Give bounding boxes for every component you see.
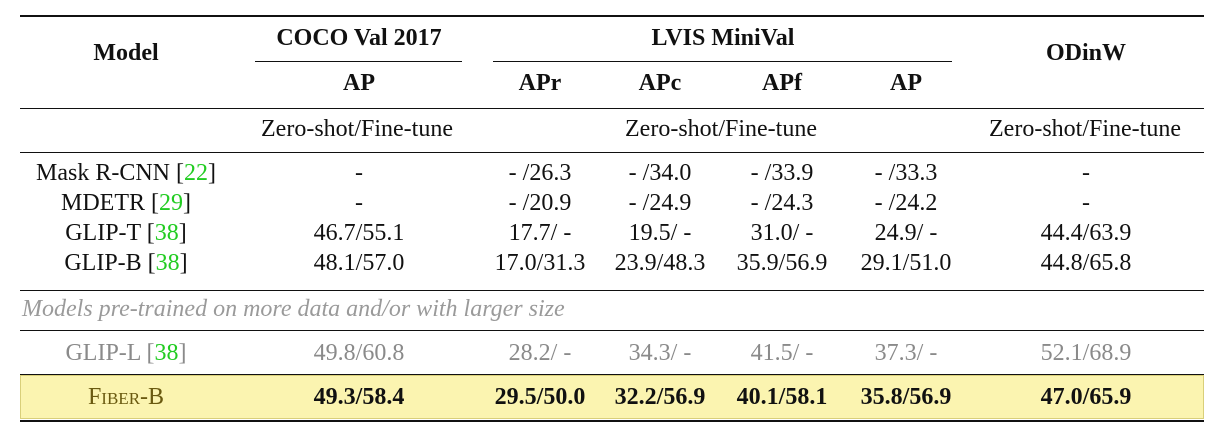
data-rule	[20, 290, 1204, 291]
cell-ap: - /33.3	[874, 160, 938, 186]
cell-apr: 28.2/ -	[508, 340, 572, 366]
cell-coco: 49.8/60.8	[313, 340, 405, 366]
cell-ap: - /24.2	[874, 190, 938, 216]
cell-coco: -	[355, 160, 363, 186]
citation-link[interactable]: 22	[184, 160, 209, 186]
header-coco-ap: AP	[343, 70, 375, 96]
header-odinw: ODinW	[1045, 40, 1127, 66]
cell-coco: 49.3/58.4	[313, 384, 405, 410]
cell-ap: 35.8/56.9	[860, 384, 952, 410]
header-lvis-apr: APr	[518, 70, 562, 96]
header-lvis-apc: APc	[638, 70, 682, 96]
cell-odinw: 47.0/65.9	[1040, 384, 1132, 410]
cell-odinw: -	[1082, 190, 1090, 216]
large-rule	[20, 374, 1204, 375]
cell-coco: 48.1/57.0	[313, 250, 405, 276]
coco-underline	[255, 61, 462, 62]
note-rule	[20, 330, 1204, 331]
cell-coco: -	[355, 190, 363, 216]
header-rule	[20, 108, 1204, 109]
cell-apf: 40.1/58.1	[736, 384, 828, 410]
cell-apf: 41.5/ -	[750, 340, 814, 366]
header-model: Model	[93, 40, 159, 66]
cell-apr: - /26.3	[508, 160, 572, 186]
citation-link[interactable]: 38	[155, 250, 180, 276]
cell-ap: 29.1/51.0	[860, 250, 952, 276]
cell-odinw: 44.4/63.9	[1040, 220, 1132, 246]
lvis-underline	[493, 61, 952, 62]
cell-apr: 29.5/50.0	[494, 384, 586, 410]
cell-ap: 37.3/ -	[874, 340, 938, 366]
row-model: GLIP-B [38]	[64, 250, 188, 276]
bottom-rule	[20, 420, 1204, 422]
cell-apf: 35.9/56.9	[736, 250, 828, 276]
citation-link[interactable]: 38	[154, 340, 179, 366]
row-model: Fiber-B	[87, 384, 165, 410]
header-coco: COCO Val 2017	[276, 25, 442, 51]
citation-link[interactable]: 38	[154, 220, 179, 246]
ours-highlight	[20, 375, 1204, 419]
cell-apr: - /20.9	[508, 190, 572, 216]
top-rule	[20, 15, 1204, 17]
cell-apf: 31.0/ -	[750, 220, 814, 246]
cell-coco: 46.7/55.1	[313, 220, 405, 246]
setting-coco: Zero-shot/Fine-tune	[261, 116, 453, 142]
cell-ap: 24.9/ -	[874, 220, 938, 246]
row-model: GLIP-L [38]	[65, 340, 187, 366]
citation-link[interactable]: 29	[159, 190, 183, 216]
cell-apr: 17.7/ -	[508, 220, 572, 246]
header-lvis-ap: AP	[890, 70, 922, 96]
row-model: GLIP-T [38]	[65, 220, 187, 246]
header-lvis: LVIS MiniVal	[651, 25, 795, 51]
row-model: Mask R-CNN [22]	[35, 160, 217, 186]
cell-apc: - /34.0	[628, 160, 692, 186]
cell-odinw: -	[1082, 160, 1090, 186]
cell-apr: 17.0/31.3	[494, 250, 586, 276]
cell-apf: - /33.9	[750, 160, 814, 186]
cell-apf: - /24.3	[750, 190, 814, 216]
setting-lvis: Zero-shot/Fine-tune	[625, 116, 817, 142]
cell-odinw: 44.8/65.8	[1040, 250, 1132, 276]
setting-odinw: Zero-shot/Fine-tune	[989, 116, 1181, 142]
header-lvis-apf: APf	[762, 70, 802, 96]
row-model: MDETR [29]	[61, 190, 191, 216]
cell-apc: 32.2/56.9	[614, 384, 706, 410]
cell-odinw: 52.1/68.9	[1040, 340, 1132, 366]
cell-apc: 23.9/48.3	[614, 250, 706, 276]
section-note: Models pre-trained on more data and/or w…	[22, 296, 565, 322]
cell-apc: - /24.9	[628, 190, 692, 216]
cell-apc: 34.3/ -	[628, 340, 692, 366]
setting-rule	[20, 152, 1204, 153]
cell-apc: 19.5/ -	[628, 220, 692, 246]
